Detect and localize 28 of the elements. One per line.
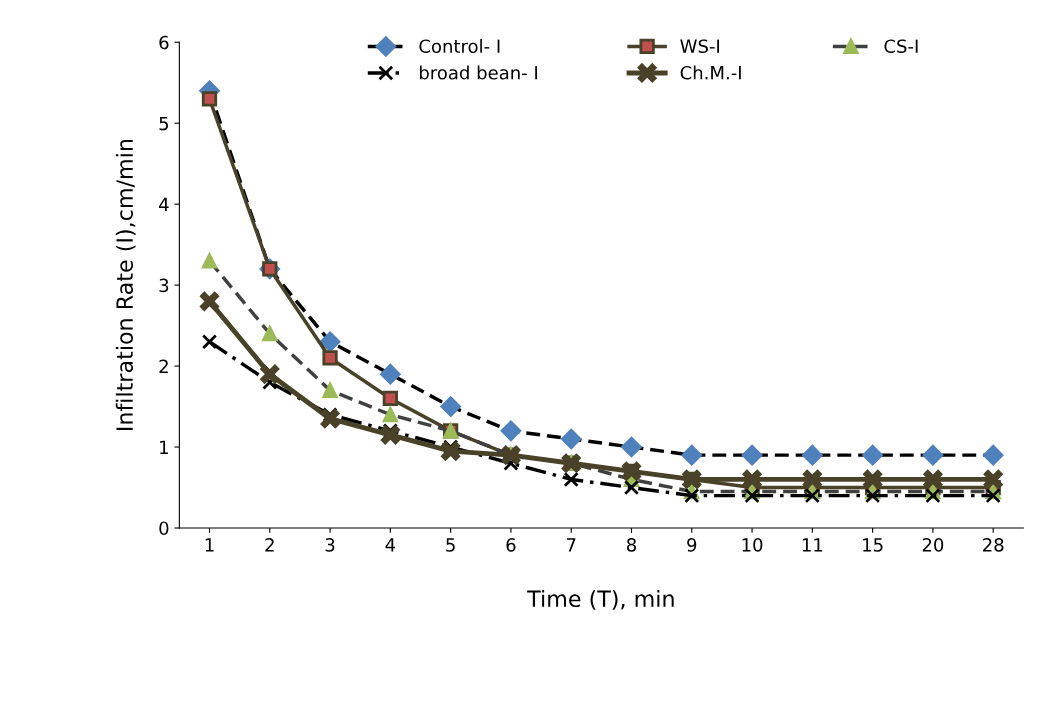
- y-tick-label: 4: [159, 197, 169, 212]
- y-tick-label: 0: [159, 521, 169, 536]
- x-tick-label: 28: [983, 538, 1004, 552]
- x-tick-label: 20: [922, 538, 944, 552]
- x-tick-label: 3: [325, 538, 335, 552]
- y-tick-label: 3: [159, 278, 169, 293]
- y-tick-label: 5: [159, 116, 169, 131]
- x-tick-label: 4: [385, 538, 396, 552]
- x-tick-label: 15: [863, 538, 883, 552]
- x-tick-label: 9: [687, 538, 697, 552]
- x-tick-label: 10: [742, 538, 763, 552]
- x-tick-label: 7: [566, 538, 576, 552]
- y-axis-title: Infiltration Rate (I),cm/min: [115, 139, 136, 430]
- legend-label: Ch.M.-I: [680, 65, 741, 80]
- x-tick-label: 11: [802, 538, 823, 552]
- y-tick-label: 1: [160, 440, 168, 454]
- y-tick-label: 2: [159, 359, 168, 373]
- x-tick-label: 2: [265, 538, 274, 552]
- x-axis-title: Time (T), min: [527, 589, 674, 610]
- x-tick-label: 8: [626, 538, 636, 552]
- legend-label: Control- I: [419, 39, 500, 54]
- legend-label: broad bean- I: [419, 65, 538, 80]
- x-tick-label: 1: [205, 538, 214, 552]
- x-tick-label: 5: [446, 538, 455, 552]
- x-tick-label: 6: [506, 538, 516, 552]
- y-tick-label: 6: [159, 35, 169, 50]
- legend-label: CS-I: [884, 39, 918, 54]
- legend-label: WS-I: [680, 39, 720, 54]
